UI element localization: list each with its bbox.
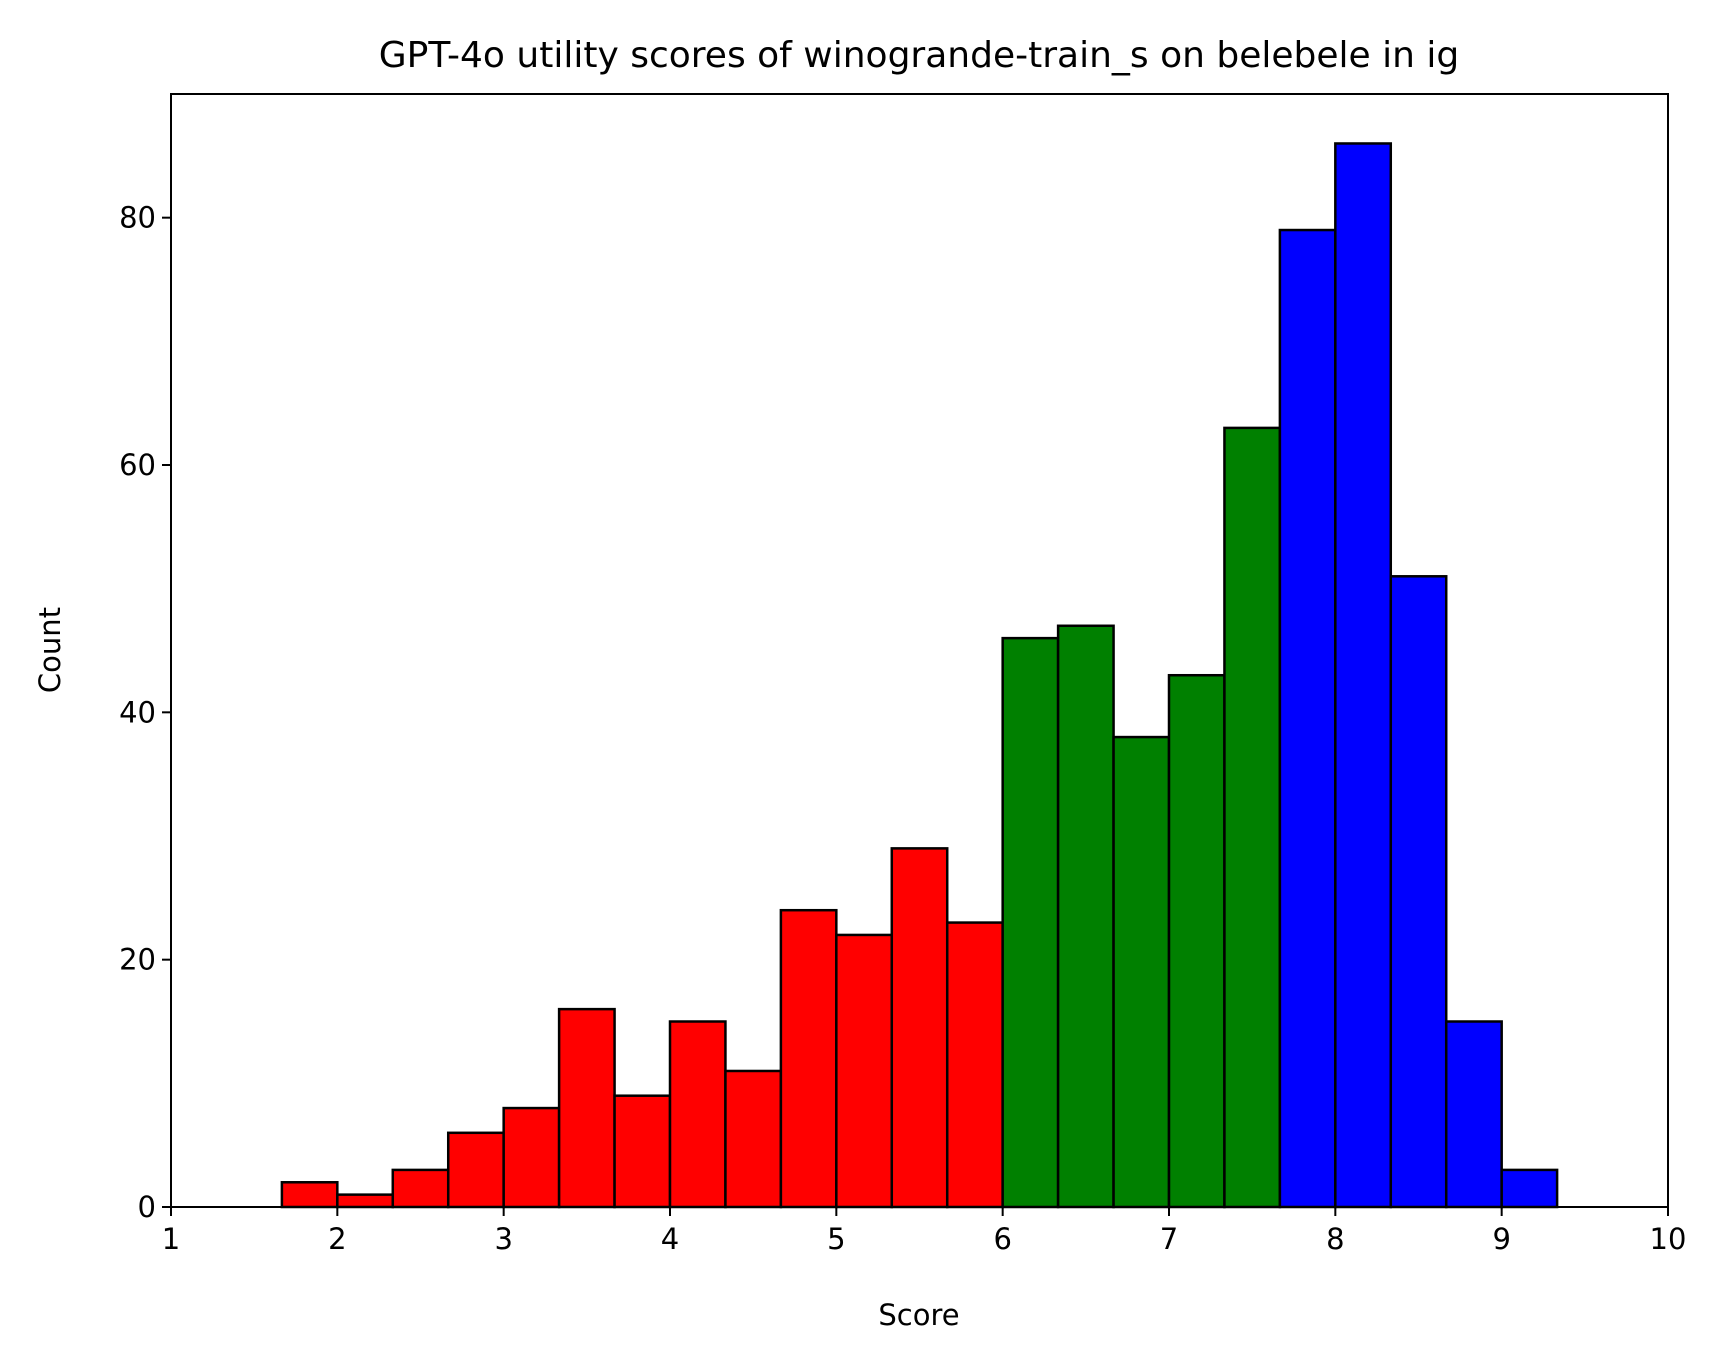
histogram-bar-18 <box>1223 426 1282 1209</box>
x-tick-label-2: 2 <box>328 1222 346 1256</box>
x-tick-label-3: 3 <box>494 1222 512 1256</box>
y-tick-label-60: 60 <box>119 448 156 482</box>
histogram-bar-21 <box>1389 575 1448 1209</box>
y-tick-label-0: 0 <box>138 1190 156 1224</box>
x-tick-label-10: 10 <box>1650 1222 1687 1256</box>
x-tick-label-8: 8 <box>1326 1222 1344 1256</box>
histogram-bar-3 <box>391 1168 450 1209</box>
histogram-bar-6 <box>557 1007 616 1209</box>
x-tick-label-6: 6 <box>993 1222 1011 1256</box>
y-tick-label-20: 20 <box>119 943 156 977</box>
x-tick-label-5: 5 <box>827 1222 845 1256</box>
histogram-bar-13 <box>945 921 1004 1209</box>
bars-layer <box>280 142 1559 1209</box>
x-tick-label-7: 7 <box>1160 1222 1178 1256</box>
histogram-bar-19 <box>1278 228 1337 1209</box>
plot-frame <box>170 93 1669 1208</box>
x-tick-label-4: 4 <box>661 1222 679 1256</box>
y-tick-label-40: 40 <box>119 695 156 729</box>
histogram-bar-14 <box>1001 636 1060 1209</box>
histogram-bar-1 <box>280 1181 339 1209</box>
histogram-bar-2 <box>336 1193 395 1209</box>
chart-title: GPT-4o utility scores of winogrande-trai… <box>379 35 1459 76</box>
x-tick-label-1: 1 <box>162 1222 180 1256</box>
histogram-bar-11 <box>835 933 894 1209</box>
histogram-bar-4 <box>446 1131 505 1209</box>
histogram-bar-23 <box>1500 1168 1559 1209</box>
y-tick-label-80: 80 <box>119 201 156 235</box>
histogram-bar-20 <box>1334 142 1393 1209</box>
x-axis-title: Score <box>878 1298 959 1332</box>
histogram-bar-22 <box>1444 1020 1503 1209</box>
histogram-bar-15 <box>1056 624 1115 1209</box>
histogram-bar-17 <box>1167 673 1226 1209</box>
y-axis-ticks: 0 20 40 60 80 <box>119 201 171 1224</box>
y-axis-title: Count <box>33 607 67 693</box>
histogram-bar-5 <box>502 1106 561 1209</box>
histogram-bar-7 <box>613 1094 672 1209</box>
histogram-bar-16 <box>1112 735 1171 1209</box>
histogram-bar-10 <box>779 908 838 1209</box>
histogram-bar-9 <box>724 1069 783 1209</box>
x-axis-ticks: 1 2 3 4 5 6 7 8 9 10 <box>162 1207 1687 1256</box>
histogram-bar-8 <box>668 1020 727 1209</box>
histogram-bar-12 <box>890 847 949 1209</box>
x-tick-label-9: 9 <box>1492 1222 1510 1256</box>
